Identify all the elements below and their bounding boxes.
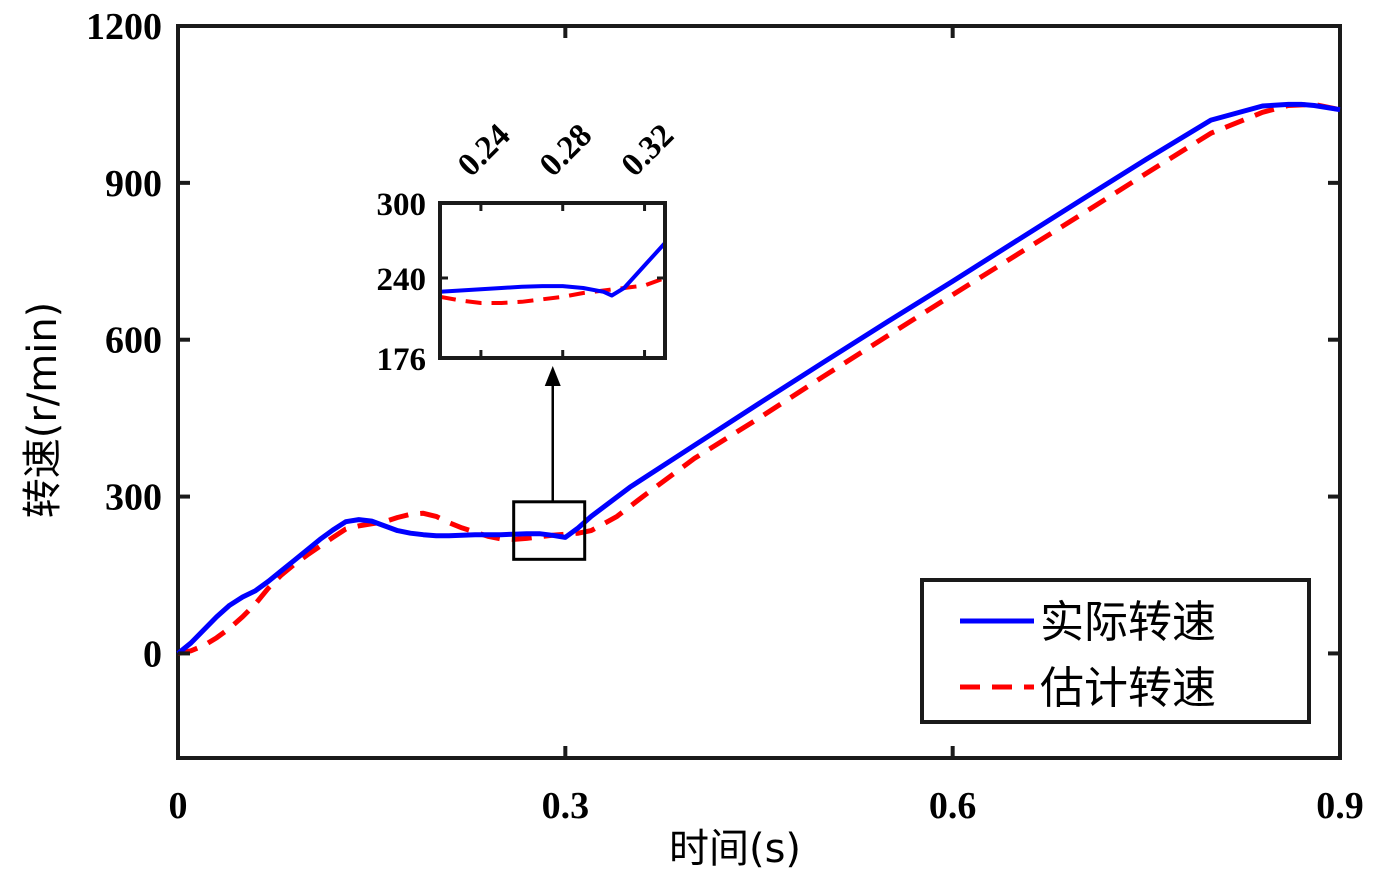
inset-series-line-0 [439, 241, 667, 298]
x-tick-label-1: 0.3 [542, 785, 590, 827]
x-tick-label-2: 0.6 [929, 785, 977, 827]
legend-label-estimated: 估计转速 [1040, 663, 1216, 714]
zoom-arrow [544, 366, 561, 502]
y-tick-label-1: 300 [105, 477, 162, 519]
x-axis-title: 时间(s) [669, 826, 801, 872]
main-tick-labels-group: 0 0.3 0.6 0.9 0 300 600 900 1200 [86, 6, 1364, 827]
y-axis-title: 转速(r/min) [20, 302, 66, 519]
y-tick-label-2: 600 [105, 320, 162, 362]
main-lines-group [176, 101, 1341, 656]
inset-y-tick-label-1: 240 [377, 262, 427, 298]
inset-series-line-1 [439, 276, 666, 305]
inset-y-tick-label-0: 176 [377, 342, 427, 378]
legend: 实际转速 估计转速 [920, 578, 1311, 724]
inset-ticks-group [440, 201, 665, 360]
y-tick-label-0: 0 [143, 633, 162, 675]
main-ticks-group [176, 24, 1342, 758]
zoom-region-box [512, 500, 587, 561]
inset-y-tick-label-2: 300 [377, 187, 427, 223]
inset-frame [438, 201, 667, 360]
plot-area-frame [176, 24, 1342, 760]
legend-label-actual: 实际转速 [1040, 597, 1216, 648]
series-line-0 [176, 101, 1341, 656]
y-tick-label-4: 1200 [86, 6, 162, 48]
y-tick-label-3: 900 [105, 163, 162, 205]
inset-lines-group [439, 241, 667, 305]
x-tick-label-0: 0 [169, 785, 188, 827]
x-tick-label-3: 0.9 [1316, 785, 1364, 827]
legend-box [920, 578, 1311, 724]
